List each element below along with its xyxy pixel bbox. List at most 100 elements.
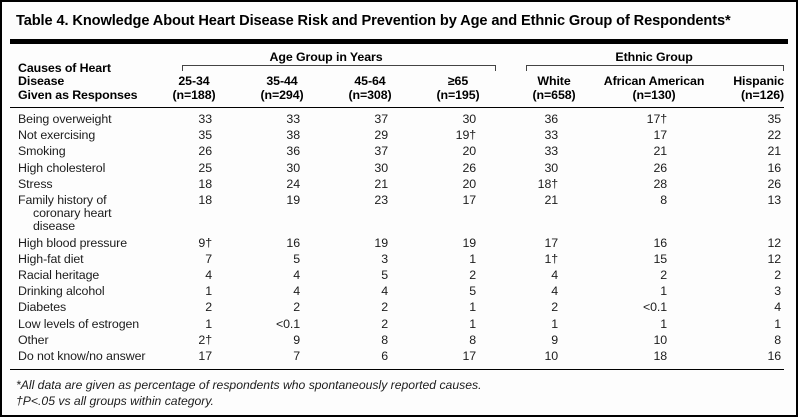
cell-value: 10: [653, 332, 668, 347]
cell-value: 16: [767, 160, 782, 175]
cell-value: <0.1: [642, 300, 668, 315]
cell-value: 8: [660, 193, 668, 208]
column-gap: [502, 44, 525, 108]
cell-value: 37: [374, 112, 388, 126]
row-label: Other: [10, 332, 150, 348]
cell-value: 3: [381, 251, 388, 266]
data-table: Causes of Heart Disease Given as Respons…: [10, 44, 785, 371]
table-row: Family history of coronary heart disease 1…: [10, 193, 784, 236]
cell-value: 1: [205, 316, 212, 331]
col-head-age-65-plus: ≥65 (n=195): [414, 71, 503, 108]
cell-value: 30: [374, 160, 388, 175]
cell-value: 19†: [455, 128, 477, 143]
row-label-text: Diabetes: [18, 300, 67, 315]
cell-value: 26: [653, 160, 668, 175]
cell-value: 4: [381, 284, 388, 299]
column-gap: [502, 300, 524, 316]
column-gap: [502, 268, 524, 284]
cell-value: 17: [462, 349, 477, 364]
cell-value: 2: [381, 316, 388, 331]
cell-value: 4: [551, 268, 559, 283]
cell-value: 1: [660, 284, 668, 299]
col-head-age-45-64: 45-64 (n=308): [326, 71, 414, 108]
cell-value: 1†: [544, 251, 559, 266]
table-row: Smoking 26 36 37 20 33 21 21: [10, 144, 784, 160]
cell-value: 36: [286, 144, 300, 159]
cell-value: 1: [469, 251, 477, 266]
cell-value: 9†: [198, 235, 212, 250]
cell-value: 9: [293, 332, 300, 347]
col-head-age-35-44: 35-44 (n=294): [238, 71, 326, 108]
cell-value: 30: [462, 112, 477, 126]
cell-value: 13: [767, 193, 782, 208]
table-row: Diabetes 2 2 2 1 2 <0.1 4: [10, 300, 784, 316]
cell-value: 1: [774, 316, 782, 331]
cell-value: 26: [198, 144, 212, 159]
cell-value: 16: [286, 235, 300, 250]
row-label: Drinking alcohol: [10, 284, 150, 300]
cell-value: 8: [774, 332, 782, 347]
cell-value: 17: [198, 349, 212, 364]
cell-value: 5: [469, 284, 477, 299]
column-gap: [502, 128, 524, 144]
row-label-text: High-fat diet: [18, 251, 84, 266]
stub-head-line2: Given as Responses: [18, 87, 138, 102]
cell-value: 23: [374, 193, 388, 208]
row-label-text: Do not know/no answer: [18, 349, 146, 364]
cell-value: 21: [544, 193, 559, 208]
row-label: Not exercising: [10, 128, 150, 144]
column-gap: [502, 349, 524, 370]
cell-value: 18: [653, 349, 668, 364]
cell-value: <0.1: [275, 316, 300, 331]
cell-value: 2: [551, 300, 559, 315]
cell-value: 30: [286, 160, 300, 175]
row-label: Family history of coronary heart disease: [10, 193, 150, 236]
cell-value: 2: [660, 268, 668, 283]
column-gap: [502, 251, 524, 267]
cell-value: 17: [462, 193, 477, 208]
cell-value: 20: [462, 144, 477, 159]
row-label-text: High blood pressure: [18, 235, 127, 250]
table-row: High-fat diet 7 5 3 1 1† 15 12: [10, 251, 784, 267]
cell-value: 8: [469, 332, 477, 347]
stub-head: Causes of Heart Disease Given as Respons…: [10, 44, 150, 108]
row-label-continuation: coronary heart disease: [33, 206, 112, 234]
column-headers-row: 25-34 (n=188) 35-44 (n=294) 45-64 (n=308…: [10, 71, 784, 108]
cell-value: 2: [469, 268, 477, 283]
cell-value: 22: [767, 128, 782, 143]
cell-value: 2: [205, 300, 212, 315]
row-label: Smoking: [10, 144, 150, 160]
cell-value: 19: [286, 193, 300, 208]
table-row: High blood pressure 9† 16 19 19 17 16 12: [10, 235, 784, 251]
age-group-spanner: Age Group in Years: [269, 50, 383, 64]
cell-value: 6: [381, 349, 388, 364]
cell-value: 38: [286, 128, 300, 143]
cell-value: 8: [381, 332, 388, 347]
row-label: Do not know/no answer: [10, 349, 150, 370]
row-label-text: Drinking alcohol: [18, 284, 105, 299]
cell-value: 36: [544, 112, 559, 126]
cell-value: 5: [293, 251, 300, 266]
col-head-white: White (n=658): [524, 71, 585, 108]
column-gap: [502, 284, 524, 300]
column-gap: [502, 144, 524, 160]
row-label-text: Other: [18, 332, 49, 347]
cell-value: 21: [374, 176, 388, 191]
cell-value: 7: [293, 349, 300, 364]
row-label: Low levels of estrogen: [10, 316, 150, 332]
cell-value: 25: [198, 160, 212, 175]
column-gap: [502, 235, 524, 251]
cell-value: 4: [774, 300, 782, 315]
row-label-text: Stress: [18, 176, 53, 191]
cell-value: 18: [198, 193, 212, 208]
row-label: High blood pressure: [10, 235, 150, 251]
cell-value: 21: [767, 144, 782, 159]
cell-value: 12: [767, 235, 782, 250]
stub-head-line1: Causes of Heart Disease: [18, 60, 111, 88]
column-gap: [502, 332, 524, 348]
age-bracket: [182, 65, 497, 71]
cell-value: 2: [381, 300, 388, 315]
cell-value: 18: [198, 176, 212, 191]
ethnic-bracket: [526, 65, 785, 71]
